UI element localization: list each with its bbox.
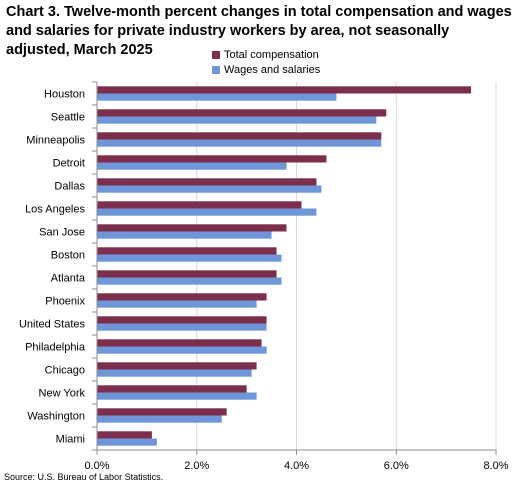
x-tick-label-4: 8.0% xyxy=(483,460,508,472)
bar-total-compensation-boston xyxy=(97,247,277,255)
category-label-boston: Boston xyxy=(51,250,85,262)
bar-wages-and-salaries-atlanta xyxy=(97,277,282,285)
x-tick-label-2: 4.0% xyxy=(284,460,309,472)
category-label-minneapolis: Minneapolis xyxy=(26,135,85,147)
bar-wages-and-salaries-washington xyxy=(97,415,222,423)
category-label-atlanta: Atlanta xyxy=(51,273,86,285)
bar-total-compensation-san-jose xyxy=(97,224,287,232)
category-label-san-jose: San Jose xyxy=(39,227,85,239)
chart-title: Chart 3. Twelve-month percent changes in… xyxy=(6,4,512,58)
bar-total-compensation-seattle xyxy=(97,109,387,117)
legend-swatch-wages-and-salaries xyxy=(212,65,220,74)
bar-total-compensation-phoenix xyxy=(97,293,267,301)
category-label-phoenix: Phoenix xyxy=(45,296,85,308)
legend: Total compensation Wages and salaries xyxy=(212,47,320,77)
bar-wages-and-salaries-dallas xyxy=(97,185,322,193)
category-label-new-york: New York xyxy=(39,388,86,400)
bar-total-compensation-minneapolis xyxy=(97,132,382,140)
category-label-houston: Houston xyxy=(44,89,85,101)
category-label-philadelphia: Philadelphia xyxy=(25,342,86,354)
bar-wages-and-salaries-united-states xyxy=(97,323,267,331)
bar-total-compensation-philadelphia xyxy=(97,339,262,347)
bar-total-compensation-united-states xyxy=(97,316,267,324)
category-label-seattle: Seattle xyxy=(51,112,85,124)
category-label-united-states: United States xyxy=(19,319,86,331)
bar-wages-and-salaries-minneapolis xyxy=(97,139,382,147)
category-label-detroit: Detroit xyxy=(53,158,85,170)
category-label-chicago: Chicago xyxy=(45,365,85,377)
legend-item-wages-and-salaries: Wages and salaries xyxy=(212,62,320,77)
category-label-dallas: Dallas xyxy=(54,181,85,193)
legend-label-total-compensation: Total compensation xyxy=(224,48,319,61)
bar-wages-and-salaries-phoenix xyxy=(97,300,257,308)
x-tick-label-3: 6.0% xyxy=(384,460,409,472)
bar-total-compensation-houston xyxy=(97,86,472,94)
bar-total-compensation-dallas xyxy=(97,178,317,186)
category-label-los-angeles: Los Angeles xyxy=(25,204,85,216)
x-tick-label-0: 0.0% xyxy=(84,460,109,472)
legend-swatch-total-compensation xyxy=(212,50,220,59)
bar-wages-and-salaries-houston xyxy=(97,93,337,101)
bar-wages-and-salaries-seattle xyxy=(97,116,377,124)
bar-wages-and-salaries-los-angeles xyxy=(97,208,317,216)
bar-total-compensation-los-angeles xyxy=(97,201,302,209)
legend-label-wages-and-salaries: Wages and salaries xyxy=(224,63,321,76)
category-label-washington: Washington xyxy=(27,411,85,423)
legend-item-total-compensation: Total compensation xyxy=(212,47,320,62)
bar-wages-and-salaries-chicago xyxy=(97,369,252,377)
bar-total-compensation-new-york xyxy=(97,385,247,393)
bar-total-compensation-washington xyxy=(97,408,227,416)
bar-wages-and-salaries-new-york xyxy=(97,392,257,400)
bar-wages-and-salaries-philadelphia xyxy=(97,346,267,354)
bar-total-compensation-chicago xyxy=(97,362,257,370)
x-tick-label-1: 2.0% xyxy=(184,460,209,472)
bar-wages-and-salaries-miami xyxy=(97,438,157,446)
bar-wages-and-salaries-boston xyxy=(97,254,282,262)
source-note: Source: U.S. Bureau of Labor Statistics. xyxy=(4,472,164,482)
bar-wages-and-salaries-san-jose xyxy=(97,231,272,239)
bar-wages-and-salaries-detroit xyxy=(97,162,287,170)
category-label-miami: Miami xyxy=(56,434,85,446)
bar-total-compensation-detroit xyxy=(97,155,327,163)
bar-total-compensation-miami xyxy=(97,431,152,439)
bar-total-compensation-atlanta xyxy=(97,270,277,278)
